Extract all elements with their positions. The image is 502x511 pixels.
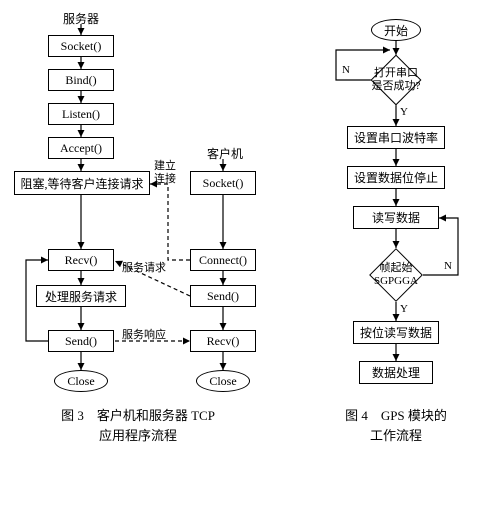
gps-bitrw-box: 按位读写数据 — [353, 321, 439, 344]
client-connect-box: Connect() — [190, 249, 256, 271]
server-send-box: Send() — [48, 330, 114, 352]
gps-databit-box: 设置数据位停止 — [347, 166, 445, 189]
server-recv-box: Recv() — [48, 249, 114, 271]
gps-process-box: 数据处理 — [359, 361, 433, 384]
gps-start-ellipse: 开始 — [371, 19, 421, 41]
gps-d1-no: N — [342, 64, 350, 76]
server-title: 服务器 — [58, 10, 104, 27]
fig3-caption: 图 3 客户机和服务器 TCP 应用程序流程 — [28, 406, 248, 445]
server-accept-box: Accept() — [48, 137, 114, 159]
server-listen-box: Listen() — [48, 103, 114, 125]
diagram-container: 服务器 Socket() Bind() Listen() Accept() 阻塞… — [8, 8, 494, 503]
client-socket-box: Socket() — [190, 171, 256, 195]
gps-decision1-text: 打开串口 是否成功? — [358, 65, 434, 95]
gps-d1-yes: Y — [400, 106, 408, 118]
fig3-caption-line1: 图 3 客户机和服务器 TCP — [61, 408, 215, 423]
server-socket-box: Socket() — [48, 35, 114, 57]
server-bind-box: Bind() — [48, 69, 114, 91]
gps-rw-box: 读写数据 — [353, 206, 439, 229]
fig3-caption-line2: 应用程序流程 — [99, 428, 177, 443]
client-title: 客户机 — [202, 145, 248, 162]
fig4-caption: 图 4 GPS 模块的 工作流程 — [318, 406, 474, 445]
server-close-ellipse: Close — [54, 370, 108, 392]
response-label: 服务响应 — [122, 326, 166, 342]
client-close-ellipse: Close — [196, 370, 250, 392]
request-label: 服务请求 — [122, 259, 166, 275]
gps-decision2-text: 帧起始 SGPGGA — [360, 261, 432, 289]
client-send-box: Send() — [190, 285, 256, 307]
gps-baud-box: 设置串口波特率 — [347, 126, 445, 149]
gps-d2-yes: Y — [400, 303, 408, 315]
server-process-box: 处理服务请求 — [36, 285, 126, 307]
gps-d2-no: N — [444, 260, 452, 272]
client-recv-box: Recv() — [190, 330, 256, 352]
fig4-caption-line2: 工作流程 — [370, 428, 422, 443]
server-block-box: 阻塞,等待客户连接请求 — [14, 171, 150, 195]
fig4-caption-line1: 图 4 GPS 模块的 — [345, 408, 447, 423]
establish-label: 建立 连接 — [154, 160, 184, 186]
